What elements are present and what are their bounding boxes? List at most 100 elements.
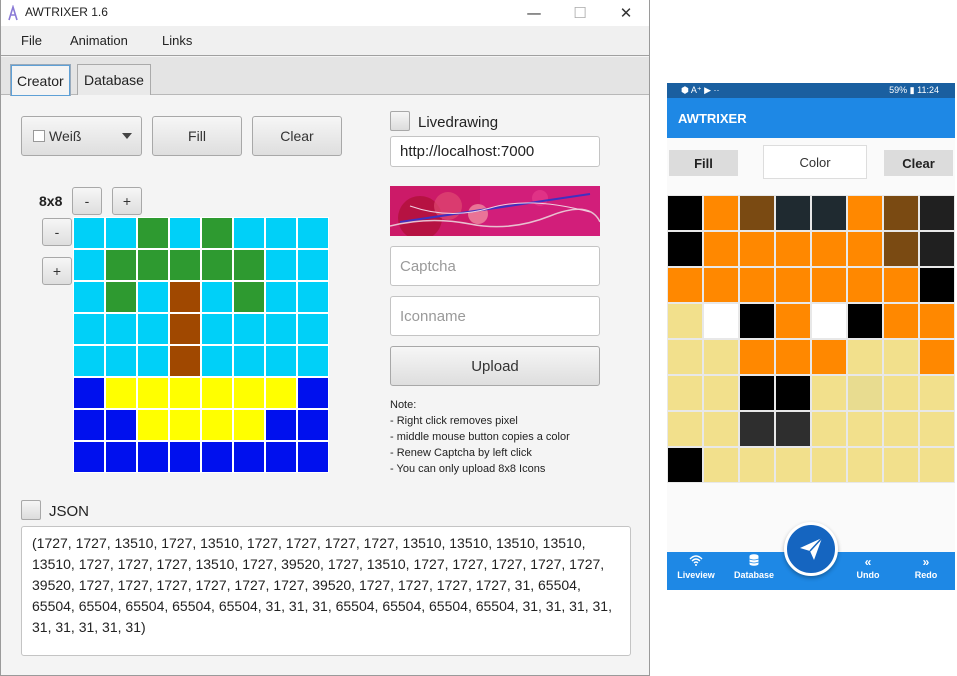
phone-pixel-cell[interactable] xyxy=(883,195,919,231)
phone-pixel-cell[interactable] xyxy=(847,231,883,267)
phone-pixel-cell[interactable] xyxy=(847,267,883,303)
maximize-button[interactable]: ☐ xyxy=(573,4,587,22)
phone-pixel-cell[interactable] xyxy=(703,411,739,447)
pixel-cell[interactable] xyxy=(169,345,201,377)
phone-pixel-cell[interactable] xyxy=(919,375,955,411)
phone-pixel-cell[interactable] xyxy=(919,195,955,231)
phone-pixel-cell[interactable] xyxy=(703,303,739,339)
phone-pixel-cell[interactable] xyxy=(739,303,775,339)
pixel-cell[interactable] xyxy=(265,313,297,345)
pixel-cell[interactable] xyxy=(73,281,105,313)
phone-pixel-cell[interactable] xyxy=(811,339,847,375)
pixel-cell[interactable] xyxy=(169,409,201,441)
color-select[interactable]: Weiß xyxy=(21,116,142,156)
phone-pixel-cell[interactable] xyxy=(775,303,811,339)
nav-liveview[interactable]: Liveview xyxy=(671,554,721,580)
pixel-cell[interactable] xyxy=(233,281,265,313)
phone-pixel-cell[interactable] xyxy=(811,411,847,447)
send-fab-button[interactable] xyxy=(784,522,838,576)
pixel-cell[interactable] xyxy=(73,377,105,409)
phone-pixel-cell[interactable] xyxy=(667,411,703,447)
pixel-cell[interactable] xyxy=(201,345,233,377)
height-plus-button[interactable]: + xyxy=(42,257,72,285)
phone-fill-button[interactable]: Fill xyxy=(669,150,738,176)
pixel-cell[interactable] xyxy=(169,281,201,313)
pixel-cell[interactable] xyxy=(201,409,233,441)
tab-creator[interactable]: Creator xyxy=(10,64,71,96)
phone-pixel-cell[interactable] xyxy=(847,195,883,231)
pixel-cell[interactable] xyxy=(73,217,105,249)
pixel-cell[interactable] xyxy=(137,409,169,441)
menu-animation[interactable]: Animation xyxy=(70,33,128,48)
upload-button[interactable]: Upload xyxy=(390,346,600,386)
phone-pixel-cell[interactable] xyxy=(667,303,703,339)
phone-pixel-cell[interactable] xyxy=(739,411,775,447)
phone-pixel-cell[interactable] xyxy=(883,447,919,483)
phone-pixel-cell[interactable] xyxy=(775,375,811,411)
pixel-cell[interactable] xyxy=(233,217,265,249)
phone-pixel-cell[interactable] xyxy=(775,411,811,447)
pixel-cell[interactable] xyxy=(137,281,169,313)
phone-pixel-cell[interactable] xyxy=(667,447,703,483)
pixel-cell[interactable] xyxy=(169,249,201,281)
captcha-image[interactable] xyxy=(390,186,600,236)
phone-pixel-cell[interactable] xyxy=(775,195,811,231)
phone-pixel-cell[interactable] xyxy=(667,375,703,411)
phone-pixel-cell[interactable] xyxy=(739,231,775,267)
phone-pixel-cell[interactable] xyxy=(883,411,919,447)
phone-pixel-cell[interactable] xyxy=(739,339,775,375)
phone-pixel-cell[interactable] xyxy=(883,375,919,411)
pixel-cell[interactable] xyxy=(105,345,137,377)
pixel-cell[interactable] xyxy=(201,281,233,313)
phone-pixel-cell[interactable] xyxy=(775,447,811,483)
phone-pixel-cell[interactable] xyxy=(667,231,703,267)
phone-pixel-cell[interactable] xyxy=(919,303,955,339)
nav-redo[interactable]: » Redo xyxy=(901,554,951,580)
pixel-cell[interactable] xyxy=(297,249,329,281)
captcha-input[interactable]: Captcha xyxy=(390,246,600,286)
pixel-cell[interactable] xyxy=(105,281,137,313)
phone-pixel-cell[interactable] xyxy=(775,267,811,303)
phone-pixel-cell[interactable] xyxy=(883,267,919,303)
phone-pixel-cell[interactable] xyxy=(703,267,739,303)
phone-clear-button[interactable]: Clear xyxy=(884,150,953,176)
height-minus-button[interactable]: - xyxy=(42,218,72,246)
pixel-cell[interactable] xyxy=(137,217,169,249)
tab-database[interactable]: Database xyxy=(77,64,151,95)
pixel-cell[interactable] xyxy=(233,345,265,377)
phone-pixel-cell[interactable] xyxy=(811,195,847,231)
phone-pixel-cell[interactable] xyxy=(883,231,919,267)
pixel-cell[interactable] xyxy=(201,441,233,473)
phone-pixel-cell[interactable] xyxy=(739,447,775,483)
pixel-cell[interactable] xyxy=(201,249,233,281)
phone-pixel-cell[interactable] xyxy=(703,195,739,231)
pixel-cell[interactable] xyxy=(297,441,329,473)
close-button[interactable]: ✕ xyxy=(619,4,633,22)
pixel-cell[interactable] xyxy=(73,441,105,473)
phone-pixel-cell[interactable] xyxy=(811,267,847,303)
phone-pixel-cell[interactable] xyxy=(703,339,739,375)
pixel-cell[interactable] xyxy=(169,217,201,249)
pixel-cell[interactable] xyxy=(137,441,169,473)
pixel-cell[interactable] xyxy=(105,217,137,249)
pixel-cell[interactable] xyxy=(233,249,265,281)
pixel-cell[interactable] xyxy=(265,281,297,313)
pixel-cell[interactable] xyxy=(265,441,297,473)
pixel-cell[interactable] xyxy=(297,217,329,249)
phone-color-button[interactable]: Color xyxy=(763,145,867,179)
iconname-input[interactable]: Iconname xyxy=(390,296,600,336)
pixel-cell[interactable] xyxy=(233,313,265,345)
phone-pixel-cell[interactable] xyxy=(703,231,739,267)
phone-pixel-cell[interactable] xyxy=(919,339,955,375)
phone-pixel-cell[interactable] xyxy=(919,447,955,483)
phone-pixel-cell[interactable] xyxy=(739,195,775,231)
pixel-cell[interactable] xyxy=(265,249,297,281)
phone-pixel-cell[interactable] xyxy=(703,375,739,411)
pixel-grid[interactable] xyxy=(73,217,329,473)
pixel-cell[interactable] xyxy=(233,377,265,409)
phone-pixel-cell[interactable] xyxy=(919,231,955,267)
pixel-cell[interactable] xyxy=(201,217,233,249)
width-minus-button[interactable]: - xyxy=(72,187,102,215)
pixel-cell[interactable] xyxy=(137,345,169,377)
menu-links[interactable]: Links xyxy=(162,33,193,48)
